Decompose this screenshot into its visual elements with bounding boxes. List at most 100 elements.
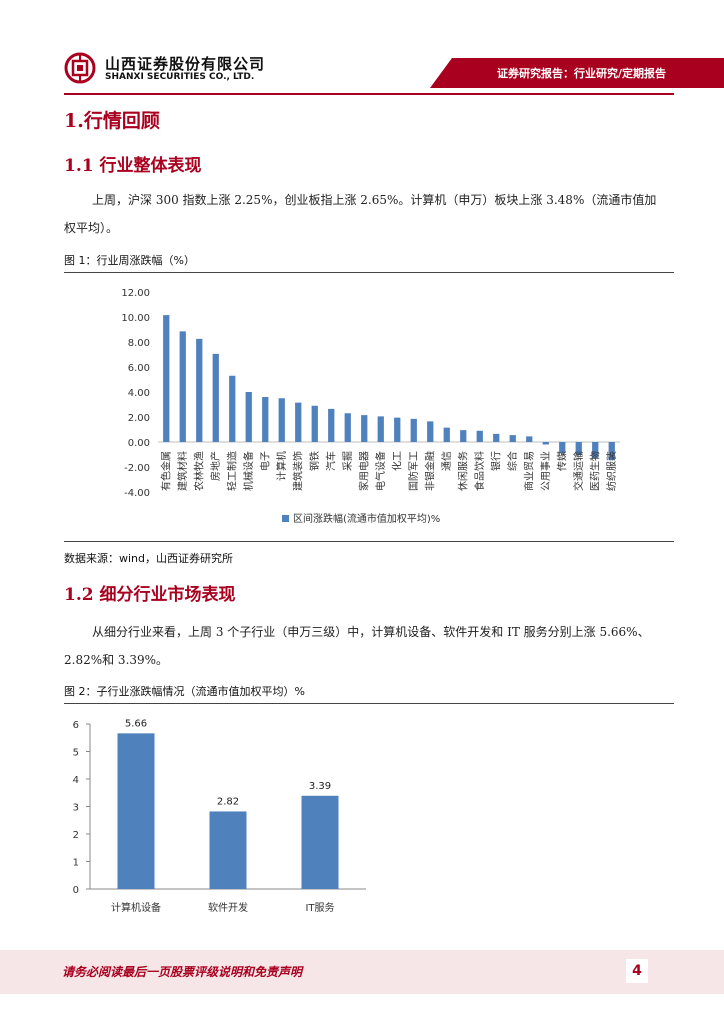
bar bbox=[344, 413, 351, 442]
footer-band bbox=[0, 950, 724, 994]
banner-shape bbox=[430, 58, 724, 88]
company-logo-icon bbox=[64, 52, 96, 84]
bar bbox=[476, 430, 483, 442]
data-label: 5.66 bbox=[125, 718, 147, 729]
category-label: 休闲服务 bbox=[456, 451, 469, 491]
y-tick-label: 4.00 bbox=[128, 388, 150, 399]
category-label: 医药生物 bbox=[588, 451, 601, 491]
company-name-cn: 山西证券股份有限公司 bbox=[105, 55, 266, 73]
bar bbox=[278, 398, 285, 442]
category-label: 房地产 bbox=[209, 451, 222, 481]
category-label: 采掘 bbox=[341, 451, 354, 471]
bar bbox=[443, 427, 450, 442]
y-tick-label: 3 bbox=[73, 803, 79, 814]
category-label: 交通运输 bbox=[572, 451, 585, 491]
bar bbox=[117, 733, 155, 889]
page-number: 4 bbox=[626, 959, 648, 983]
sub-industry-change-chart: 6 5 4 3 2 1 0 5.66 计算机设备 2.82 软件开发 3.39 IT服务 bbox=[73, 718, 366, 914]
legend-label: 区间涨跌幅(流通市值加权平均)% bbox=[293, 512, 440, 525]
figure-1-top-rule bbox=[64, 272, 674, 273]
bar bbox=[262, 397, 269, 442]
paragraph-2-line-1: 从细分行业来看，上周 3 个子行业（申万三级）中，计算机设备、软件开发和 IT … bbox=[92, 625, 650, 639]
figure-1-source: 数据来源：wind，山西证券研究所 bbox=[64, 552, 234, 565]
y-tick-label: 0 bbox=[73, 885, 79, 896]
category-label: 农林牧渔 bbox=[192, 451, 205, 491]
category-label: 家用电器 bbox=[357, 451, 370, 491]
bar bbox=[212, 353, 219, 442]
data-label: 2.82 bbox=[217, 796, 239, 807]
y-tick-label: 2 bbox=[73, 830, 79, 841]
figure-2-title: 图 2：子行业涨跌幅情况（流通市值加权平均）% bbox=[64, 685, 305, 698]
bar bbox=[328, 408, 335, 442]
report-type-label: 证券研究报告：行业研究/定期报告 bbox=[496, 67, 666, 80]
bar bbox=[311, 405, 318, 442]
bar bbox=[295, 402, 302, 442]
category-label: 机械设备 bbox=[242, 451, 255, 491]
company-name-en: SHANXI SECURITIES CO., LTD. bbox=[105, 72, 255, 82]
bar bbox=[245, 392, 252, 442]
y-tick-label: 6.00 bbox=[128, 363, 150, 374]
paragraph-2-line-2: 2.82%和 3.39%。 bbox=[64, 653, 169, 667]
category-label: 钢铁 bbox=[308, 451, 321, 471]
category-label: 国防军工 bbox=[407, 451, 420, 491]
section-title: 1.行情回顾 bbox=[64, 110, 160, 132]
bar bbox=[301, 795, 339, 889]
bar bbox=[361, 415, 368, 442]
category-label: 纺织服装 bbox=[605, 451, 618, 491]
y-tick-label: 10.00 bbox=[121, 313, 150, 324]
footer-disclaimer: 请务必阅读最后一页股票评级说明和免责声明 bbox=[62, 965, 303, 979]
category-label: 电气设备 bbox=[374, 451, 387, 491]
bar bbox=[427, 421, 434, 442]
bar bbox=[394, 417, 401, 442]
bar bbox=[559, 442, 566, 454]
y-tick-label: 8.00 bbox=[128, 338, 150, 349]
category-label: 公用事业 bbox=[539, 451, 552, 491]
figure-1-bottom-rule bbox=[64, 541, 674, 542]
bar bbox=[575, 442, 582, 456]
category-label: 化工 bbox=[390, 451, 403, 471]
header-divider bbox=[64, 93, 674, 95]
category-label: 非银金融 bbox=[423, 451, 436, 491]
figure-1-title: 图 1：行业周涨跌幅（%） bbox=[64, 254, 195, 267]
y-tick-label: 2.00 bbox=[128, 413, 150, 424]
bar bbox=[460, 430, 467, 442]
paragraph-1-line-2: 权平均）。 bbox=[64, 221, 119, 235]
category-label: 有色金属 bbox=[159, 451, 172, 491]
y-tick-label: 5 bbox=[73, 748, 79, 759]
bar bbox=[608, 442, 615, 461]
category-label: 建筑材料 bbox=[176, 451, 189, 491]
subsection-title-2: 1.2 细分行业市场表现 bbox=[64, 585, 236, 605]
bar bbox=[229, 375, 236, 442]
category-label: 银行 bbox=[489, 451, 502, 471]
bar bbox=[509, 435, 516, 442]
y-tick-label: 12.00 bbox=[121, 288, 150, 299]
figure-2-top-rule bbox=[64, 703, 674, 704]
data-label: 3.39 bbox=[309, 781, 331, 792]
category-label: 软件开发 bbox=[208, 901, 248, 914]
category-label: 传媒 bbox=[556, 451, 568, 471]
y-tick-label: -2.00 bbox=[124, 463, 150, 474]
category-label: 计算机设备 bbox=[111, 901, 161, 914]
category-label: IT服务 bbox=[305, 901, 334, 914]
bar bbox=[493, 433, 500, 442]
industry-weekly-change-chart: 12.00 10.00 8.00 6.00 4.00 2.00 0.00 -2.00 -4.00… bbox=[121, 288, 620, 525]
legend-swatch bbox=[282, 515, 289, 522]
category-label: 食品饮料 bbox=[473, 451, 486, 491]
y-tick-label: 1 bbox=[73, 858, 79, 869]
category-label: 电子 bbox=[258, 451, 271, 471]
category-label: 轻工制造 bbox=[225, 451, 238, 491]
y-tick-label: 0.00 bbox=[128, 438, 150, 449]
subsection-title-1: 1.1 行业整体表现 bbox=[64, 156, 202, 176]
bar bbox=[209, 811, 247, 889]
report-type-banner: 证券研究报告：行业研究/定期报告 bbox=[430, 58, 724, 88]
y-tick-label: 6 bbox=[73, 720, 79, 731]
y-tick-label: -4.00 bbox=[124, 488, 150, 499]
bar bbox=[377, 416, 384, 442]
bar bbox=[163, 315, 170, 442]
bar bbox=[592, 442, 599, 459]
bar bbox=[526, 436, 533, 442]
category-label: 建筑装饰 bbox=[291, 451, 304, 491]
bar bbox=[196, 338, 203, 442]
paragraph-1-line-1: 上周，沪深 300 指数上涨 2.25%，创业板指上涨 2.65%。计算机（申万… bbox=[92, 193, 657, 207]
category-label: 计算机 bbox=[275, 451, 288, 481]
